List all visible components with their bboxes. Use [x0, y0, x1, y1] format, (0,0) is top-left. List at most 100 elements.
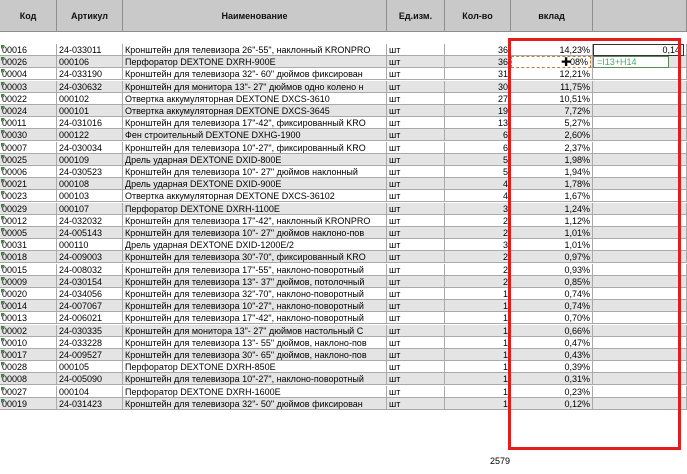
- cell-ed[interactable]: шт: [387, 373, 445, 386]
- cell-naimenovanie[interactable]: Кронштейн для телевизора 32"- 50" дюймов…: [123, 397, 387, 410]
- cell-vklad[interactable]: 1,67%: [511, 190, 593, 203]
- cell-artikul[interactable]: 000106: [57, 56, 123, 69]
- cell-artikul[interactable]: 24-007067: [57, 300, 123, 313]
- cell-artikul[interactable]: 000109: [57, 153, 123, 166]
- cell-kod[interactable]: 00031: [0, 239, 57, 252]
- cell-qty[interactable]: 1: [445, 397, 511, 410]
- cell-ed[interactable]: шт: [387, 153, 445, 166]
- header-kod[interactable]: Код: [0, 0, 57, 32]
- cell-naimenovanie[interactable]: Кронштейн для телевизора 32"-70", наклон…: [123, 288, 387, 300]
- cell-naimenovanie[interactable]: Кронштейн для телевизора 30"-70", фиксир…: [123, 251, 387, 264]
- cell-vklad[interactable]: 0,70%: [511, 312, 593, 325]
- cell-vklad[interactable]: 0,43%: [511, 349, 593, 361]
- cell-qty[interactable]: 1: [445, 349, 511, 361]
- cell-kod[interactable]: 00014: [0, 300, 57, 313]
- cell-qty[interactable]: 2: [445, 263, 511, 276]
- cell-naimenovanie[interactable]: Кронштейн для монитора 13"- 27" дюймов н…: [123, 324, 387, 337]
- cell-ed[interactable]: шт: [387, 263, 445, 276]
- cell-ed[interactable]: шт: [387, 361, 445, 374]
- cell-vklad[interactable]: 0,31%: [511, 373, 593, 386]
- cell-vklad[interactable]: 0,12%: [511, 397, 593, 410]
- cell-ed[interactable]: шт: [387, 300, 445, 313]
- formula-source-cell[interactable]: 08%: [511, 56, 591, 68]
- cell-qty[interactable]: 6: [445, 141, 511, 154]
- cell-vklad[interactable]: 0,93%: [511, 263, 593, 276]
- cell-ed[interactable]: шт: [387, 68, 445, 81]
- cell-artikul[interactable]: 000103: [57, 190, 123, 203]
- cell-kod[interactable]: 00025: [0, 153, 57, 166]
- cell-naimenovanie[interactable]: Кронштейн для телевизора 32"- 60" дюймов…: [123, 68, 387, 81]
- cell-artikul[interactable]: 24-030523: [57, 166, 123, 178]
- cell-artikul[interactable]: 000108: [57, 178, 123, 191]
- cell-artikul[interactable]: 000102: [57, 92, 123, 105]
- cell-artikul[interactable]: 000122: [57, 129, 123, 142]
- cell-artikul[interactable]: 24-033190: [57, 68, 123, 81]
- cell-ed[interactable]: шт: [387, 349, 445, 361]
- cell-qty[interactable]: 4: [445, 178, 511, 191]
- cell-kod[interactable]: 00030: [0, 129, 57, 142]
- cell-qty[interactable]: 1: [445, 336, 511, 349]
- cell-ed[interactable]: шт: [387, 275, 445, 288]
- cell-naimenovanie[interactable]: Кронштейн для телевизора 10"- 27" дюймов…: [123, 166, 387, 178]
- cell-artikul[interactable]: 24-009003: [57, 251, 123, 264]
- cell-qty[interactable]: 27: [445, 92, 511, 105]
- total-qty[interactable]: 2579: [489, 456, 510, 466]
- cell-qty[interactable]: 30: [445, 80, 511, 93]
- cell-qty[interactable]: 1: [445, 361, 511, 374]
- cell-ed[interactable]: шт: [387, 227, 445, 239]
- cell-qty[interactable]: 2: [445, 227, 511, 239]
- cell-kod[interactable]: 00008: [0, 373, 57, 386]
- cell-naimenovanie[interactable]: Отвертка аккумуляторная DEXTONE DXCS-364…: [123, 105, 387, 117]
- cell-artikul[interactable]: 000110: [57, 239, 123, 252]
- cell-kod[interactable]: 00018: [0, 251, 57, 264]
- cell-artikul[interactable]: 24-030154: [57, 275, 123, 288]
- cell-naimenovanie[interactable]: Кронштейн для телевизора 17"-42", наклон…: [123, 214, 387, 227]
- cell-naimenovanie[interactable]: Кронштейн для телевизора 26"-55", наклон…: [123, 44, 387, 56]
- cell-vklad[interactable]: 1,12%: [511, 214, 593, 227]
- header-artikul[interactable]: Артикул: [57, 0, 123, 32]
- cell-vklad[interactable]: 0,74%: [511, 288, 593, 300]
- header-kolvo[interactable]: Кол-во: [445, 0, 511, 32]
- cell-naimenovanie[interactable]: Дрель ударная DEXTONE DXID-900E: [123, 178, 387, 191]
- cell-ed[interactable]: шт: [387, 141, 445, 154]
- cell-naimenovanie[interactable]: Кронштейн для телевизора 30"- 65" дюймов…: [123, 349, 387, 361]
- cell-qty[interactable]: 1: [445, 312, 511, 325]
- cell-kod[interactable]: 00026: [0, 56, 57, 69]
- cell-ed[interactable]: шт: [387, 92, 445, 105]
- cell-vklad[interactable]: 0,97%: [511, 251, 593, 264]
- cell-vklad[interactable]: 2,60%: [511, 129, 593, 142]
- header-naimenovanie[interactable]: Наименование: [123, 0, 387, 32]
- cell-naimenovanie[interactable]: Перфоратор DEXTONE DXRH-1600E: [123, 385, 387, 398]
- cell-kod[interactable]: 00019: [0, 397, 57, 410]
- cell-kod[interactable]: 00022: [0, 92, 57, 105]
- active-cell[interactable]: 0,14: [593, 44, 684, 56]
- cell-artikul[interactable]: 000104: [57, 385, 123, 398]
- cell-artikul[interactable]: 24-032032: [57, 214, 123, 227]
- cell-artikul[interactable]: 24-008032: [57, 263, 123, 276]
- cell-naimenovanie[interactable]: Перфоратор DEXTONE DXRH-900E: [123, 56, 387, 69]
- cell-kod[interactable]: 00002: [0, 324, 57, 337]
- cell-vklad[interactable]: 1,01%: [511, 239, 593, 252]
- cell-vklad[interactable]: 12,21%: [511, 68, 593, 81]
- cell-qty[interactable]: 13: [445, 117, 511, 130]
- cell-naimenovanie[interactable]: Кронштейн для телевизора 10"- 27" дюймов…: [123, 227, 387, 239]
- cell-qty[interactable]: 2: [445, 214, 511, 227]
- cell-qty[interactable]: 31: [445, 68, 511, 81]
- cell-kod[interactable]: 00024: [0, 105, 57, 117]
- cell-naimenovanie[interactable]: Кронштейн для телевизора 13"- 37" дюймов…: [123, 275, 387, 288]
- header-ed[interactable]: Ед.изм.: [387, 0, 445, 32]
- cell-qty[interactable]: 1: [445, 300, 511, 313]
- cell-kod[interactable]: 00009: [0, 275, 57, 288]
- cell-qty[interactable]: 2: [445, 275, 511, 288]
- cell-naimenovanie[interactable]: Отвертка аккумуляторная DEXTONE DXCS-361…: [123, 190, 387, 203]
- cell-naimenovanie[interactable]: Кронштейн для телевизора 10"-27", наклон…: [123, 300, 387, 313]
- cell-kod[interactable]: 00005: [0, 227, 57, 239]
- cell-artikul[interactable]: 24-030632: [57, 80, 123, 93]
- header-extra[interactable]: [593, 0, 687, 32]
- cell-naimenovanie[interactable]: Кронштейн для монитора 13"- 27" дюймов о…: [123, 80, 387, 93]
- cell-naimenovanie[interactable]: Фен строительный DEXTONE DXHG-1900: [123, 129, 387, 142]
- cell-kod[interactable]: 00016: [0, 44, 57, 56]
- cell-ed[interactable]: шт: [387, 214, 445, 227]
- cell-artikul[interactable]: 24-005143: [57, 227, 123, 239]
- cell-artikul[interactable]: 000105: [57, 361, 123, 374]
